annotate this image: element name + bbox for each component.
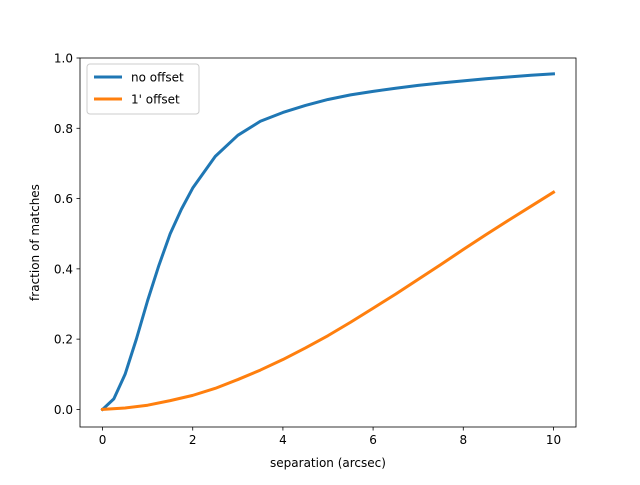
- y-tick-label: 0.6: [54, 192, 73, 206]
- series-line-1: [100, 190, 556, 412]
- x-tick-label: 0: [99, 433, 107, 447]
- x-axis-label: separation (arcsec): [270, 456, 386, 470]
- plot-frame: [79, 57, 577, 428]
- x-tick-label: 10: [546, 433, 561, 447]
- x-tick-label: 4: [279, 433, 287, 447]
- y-tick-label: 1.0: [54, 52, 73, 66]
- y-tick-label: 0.8: [54, 122, 73, 136]
- y-tick-label: 0.4: [54, 262, 73, 276]
- x-tick-label: 8: [459, 433, 467, 447]
- y-tick-label: 0.0: [54, 403, 73, 417]
- legend-label-1: 1' offset: [131, 93, 180, 107]
- x-axis-ticks: 0 2 4 6 8 10: [99, 427, 561, 447]
- x-tick-label: 6: [369, 433, 377, 447]
- plot-lines: [100, 72, 556, 412]
- y-axis-label: fraction of matches: [28, 184, 42, 301]
- y-axis-ticks: 0.0 0.2 0.4 0.6 0.8 1.0: [54, 52, 80, 417]
- series-line-0: [100, 72, 556, 412]
- x-tick-label: 2: [189, 433, 197, 447]
- legend-label-0: no offset: [131, 71, 184, 85]
- y-tick-label: 0.2: [54, 333, 73, 347]
- legend: no offset 1' offset: [86, 63, 200, 115]
